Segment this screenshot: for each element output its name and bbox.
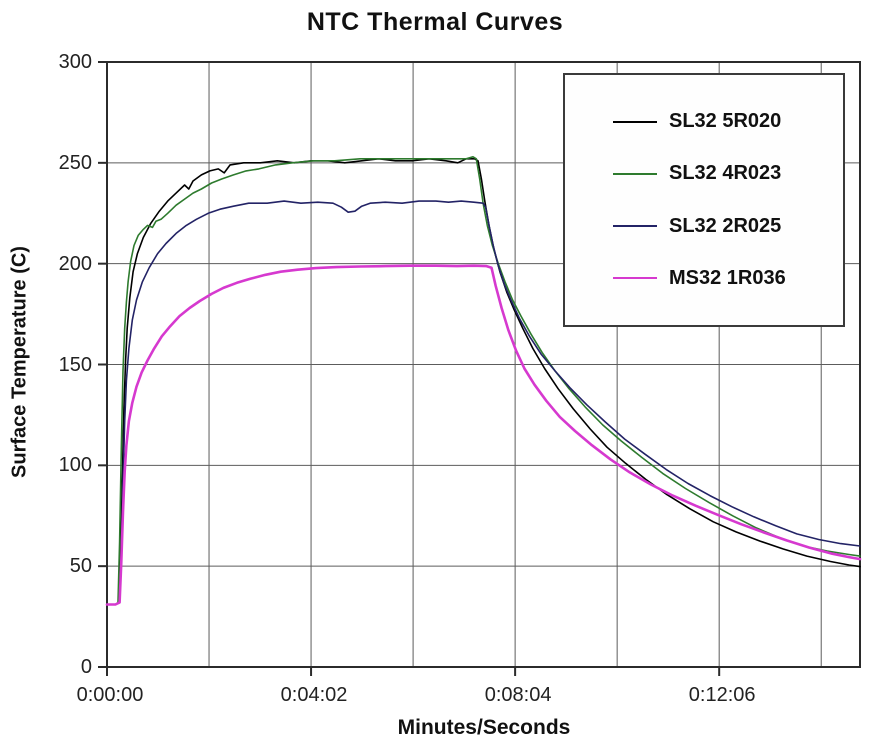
legend-label: MS32 1R036: [669, 266, 786, 289]
legend-label: SL32 5R020: [669, 110, 782, 133]
y-tick-label: 100: [58, 454, 92, 477]
legend: SL32 5R020 SL32 4R023 SL32 2R025 MS32 1R036: [563, 73, 845, 327]
y-tick-label: 250: [58, 151, 92, 174]
y-tick-label: 200: [58, 252, 92, 275]
x-axis-title: Minutes/Seconds: [397, 716, 571, 739]
series-line-sl32-4r023: [106, 156, 861, 606]
legend-label: SL32 2R025: [669, 214, 782, 237]
x-tick-label: 0:04:02: [280, 684, 348, 706]
legend-item: MS32 1R036: [613, 267, 843, 290]
legend-line-swatch-icon: [613, 225, 657, 228]
legend-line-swatch-icon: [613, 120, 657, 123]
legend-line-swatch-icon: [613, 172, 657, 175]
chart-title: NTC Thermal Curves: [306, 8, 564, 36]
y-tick-label: 0: [80, 656, 92, 678]
series-line-ms32-1r036: [105, 264, 862, 606]
series-line-sl32-2r025: [106, 200, 861, 606]
legend-item: SL32 4R023: [613, 162, 843, 185]
series-line-sl32-5r020: [106, 158, 861, 606]
x-tick-label: 0:08:04: [484, 684, 552, 706]
legend-label: SL32 4R023: [669, 162, 782, 185]
x-tick-label: 0:00:00: [76, 684, 144, 706]
legend-item: SL32 2R025: [613, 215, 843, 238]
y-axis-title: Surface Temperature (C): [8, 246, 31, 478]
legend-line-swatch-icon: [613, 277, 657, 280]
legend-item: SL32 5R020: [613, 110, 843, 133]
y-tick-label: 50: [69, 555, 92, 578]
y-tick-label: 150: [58, 353, 92, 376]
y-tick-label: 300: [58, 51, 92, 73]
x-tick-label: 0:12:06: [688, 684, 756, 706]
